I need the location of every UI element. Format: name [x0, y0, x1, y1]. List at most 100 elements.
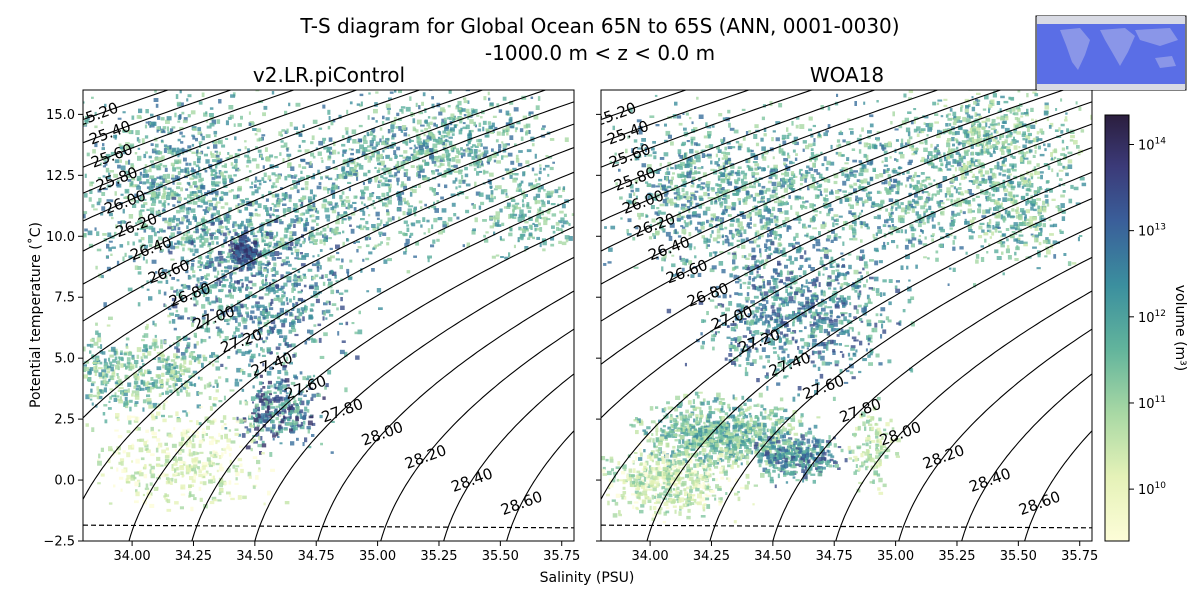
left-heatmap-cell-6-254 [156, 486, 159, 490]
left-heatmap-cell-1-305 [336, 307, 339, 311]
left-heatmap-cell-6-328 [211, 462, 215, 465]
left-heatmap-cell-4-159 [65, 380, 70, 385]
left-heatmap-cell-3-339 [410, 153, 414, 156]
left-heatmap-cell-3-14 [412, 118, 416, 124]
left-heatmap-cell-4-132 [133, 360, 139, 364]
left-heatmap-cell-5-273 [308, 445, 312, 449]
left-heatmap-cell-0-670 [186, 225, 189, 230]
left-heatmap-cell-6-41 [178, 459, 184, 464]
left-heatmap-cell-3-182 [525, 131, 528, 136]
left-heatmap-cell-6-188 [189, 491, 192, 497]
left-heatmap-cell-1-403 [148, 296, 153, 301]
left-heatmap-cell-2-3 [233, 164, 238, 170]
left-heatmap-cell-2-603 [265, 198, 269, 202]
left-heatmap-cell-1-413 [309, 329, 314, 335]
left-heatmap-cell-3-412 [420, 129, 424, 132]
left-heatmap-cell-8-19 [558, 228, 563, 231]
left-heatmap-cell-4-205 [152, 357, 157, 360]
left-heatmap-cell-0-873 [181, 243, 186, 247]
left-heatmap-cell-2-509 [423, 232, 426, 235]
left-heatmap-cell-6-394 [161, 449, 166, 454]
left-heatmap-cell-5-257 [278, 426, 281, 431]
left-heatmap-cell-1-607 [260, 273, 264, 277]
left-heatmap-cell-1-624 [206, 273, 210, 277]
left-heatmap-cell-2-568 [338, 114, 342, 119]
left-heatmap-cell-1-565 [264, 242, 269, 246]
left-heatmap-cell-0-358 [164, 220, 169, 224]
left-heatmap-cell-4-442 [69, 372, 74, 376]
right-heatmap-cell-0-164 [767, 180, 772, 184]
left-heatmap-cell-3-3 [400, 129, 403, 133]
left-heatmap-cell-1-628 [194, 291, 197, 297]
left-heatmap-cell-0-3 [204, 219, 208, 223]
left-heatmap-cell-3-371 [501, 155, 504, 160]
left-heatmap-cell-2-588 [318, 127, 323, 130]
left-heatmap-cell-1-158 [266, 268, 269, 274]
left-heatmap-cell-3-360 [465, 90, 471, 92]
left-heatmap-cell-2-100 [335, 220, 340, 225]
right-heatmap-cell-0-378 [761, 167, 765, 172]
left-heatmap-cell-0-400 [227, 152, 230, 155]
left-heatmap-cell-4-264 [112, 359, 116, 363]
left-heatmap-cell-0-88 [128, 214, 134, 219]
left-heatmap-cell-1-691 [206, 327, 211, 333]
left-heatmap-cell-6-21 [218, 455, 222, 460]
left-heatmap-cell-4-443 [109, 364, 115, 367]
left-heatmap-cell-0-781 [181, 147, 185, 152]
left-heatmap-cell-0-545 [233, 174, 237, 177]
right-heatmap-cell-0-157 [657, 183, 662, 186]
right-heatmap-cell-0-340 [752, 185, 756, 189]
left-heatmap-cell-3-367 [460, 147, 463, 151]
left-heatmap-cell-1-488 [335, 258, 341, 261]
left-heatmap-cell-4-59 [110, 366, 114, 372]
left-heatmap-cell-5-189 [304, 437, 308, 443]
left-heatmap-cell-6-370 [196, 431, 200, 435]
left-heatmap-cell-5-65 [299, 371, 303, 375]
left-heatmap-cell-1-223 [259, 287, 264, 291]
left-heatmap-cell-3-129 [448, 90, 452, 94]
left-heatmap-cell-7-141 [240, 238, 246, 241]
left-heatmap-cell-0-234 [255, 163, 260, 169]
right-heatmap-cell-0-212 [808, 128, 813, 132]
left-heatmap-cell-1-56 [368, 251, 373, 255]
left-heatmap-cell-2-118 [375, 120, 378, 123]
left-heatmap-cell-5-277 [253, 440, 258, 444]
left-heatmap-cell-0-63 [196, 221, 201, 226]
left-heatmap-cell-0-456 [254, 133, 258, 136]
left-heatmap-cell-0-308 [247, 156, 251, 162]
left-heatmap-cell-6-387 [146, 492, 149, 496]
left-heatmap-cell-5-290 [257, 406, 260, 412]
left-heatmap-cell-0-839 [251, 181, 254, 185]
left-heatmap-cell-0-388 [244, 140, 247, 143]
left-heatmap-cell-3-472 [460, 152, 464, 155]
left-heatmap-cell-0-884 [110, 151, 115, 156]
left-heatmap-cell-8-7 [499, 208, 503, 213]
left-x-tick-label-34.00: 34.00 [113, 549, 150, 564]
left-heatmap-cell-1-795 [263, 322, 268, 327]
left-heatmap-cell-3-406 [509, 100, 514, 105]
left-heatmap-cell-0-270 [180, 256, 185, 262]
left-heatmap-cell-3-125 [461, 175, 464, 180]
left-heatmap-cell-2-445 [299, 133, 302, 137]
left-heatmap-cell-3-342 [514, 143, 517, 147]
left-heatmap-cell-1-272 [258, 272, 263, 275]
left-heatmap-cell-8-139 [575, 199, 578, 203]
left-heatmap-cell-3-219 [478, 149, 481, 153]
left-heatmap-cell-2-88 [346, 170, 349, 174]
left-heatmap-cell-6-246 [164, 455, 170, 459]
left-heatmap-cell-1-19 [313, 239, 318, 242]
left-heatmap-cell-1-759 [168, 250, 173, 255]
left-heatmap-cell-5-192 [239, 400, 242, 405]
right-heatmap-cell-0-221 [737, 177, 741, 182]
left-heatmap-cell-2-222 [331, 209, 337, 214]
left-heatmap-cell-4-405 [184, 350, 188, 354]
right-heatmap-cell-0-102 [682, 193, 686, 199]
left-heatmap-cell-6-192 [188, 449, 191, 454]
left-heatmap-cell-7-128 [247, 261, 251, 266]
left-heatmap-cell-2-583 [334, 227, 339, 231]
left-heatmap-cell-0-429 [124, 252, 127, 257]
left-heatmap-cell-6-92 [183, 441, 189, 446]
left-heatmap-cell-3-265 [492, 115, 497, 118]
left-heatmap-cell-8-64 [517, 216, 523, 222]
left-heatmap-cell-1-739 [288, 263, 292, 267]
